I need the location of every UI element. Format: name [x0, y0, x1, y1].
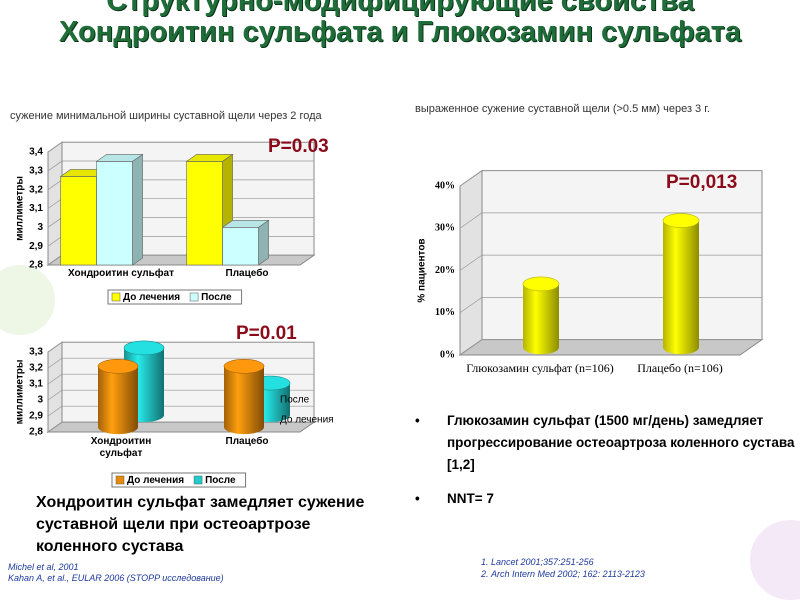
y-tick-label: 40%: [435, 180, 455, 191]
cylinder-top: [522, 276, 560, 292]
grid-line: [459, 212, 762, 229]
bar-front: [222, 227, 259, 266]
chart-subtitle: сужение минимальной ширины суставной щел…: [10, 110, 322, 122]
y-tick-label: 2,8: [29, 427, 43, 438]
bar-front: [96, 161, 133, 266]
grid-line: [47, 357, 314, 369]
y-tick-label: 2,9: [29, 241, 43, 252]
y-tick-label: 0%: [440, 349, 455, 360]
y-tick-label: 30%: [435, 223, 455, 234]
y-tick-label: 3,1: [29, 203, 43, 214]
depth-label: До лечения: [280, 415, 334, 426]
bar: [95, 153, 144, 266]
x-label-box: Хондроитин сульфат: [90, 436, 152, 459]
legend-box: [111, 472, 247, 488]
x-tick-label: Глюкозамин сульфат (n=106): [466, 362, 614, 375]
legend-label: До лечения: [123, 292, 180, 303]
x-tick-label: Плацебо: [225, 268, 269, 279]
cylinder-body: [224, 366, 264, 428]
side-wall: [47, 341, 63, 433]
x-label-box: Плацебо (n=106): [637, 362, 723, 375]
bullets: Глюкозамин сульфат (1500 мг/день) замедл…: [415, 410, 795, 522]
p-value: P=0.01: [236, 323, 297, 344]
x-label-box: Глюкозамин сульфат (n=106): [466, 362, 614, 375]
bullet: NNT= 7: [415, 488, 795, 510]
x-tick-label: Плацебо: [225, 436, 269, 447]
bar: [221, 219, 270, 266]
decor-balloon: [750, 520, 800, 600]
references: Michel et al, 2001 Kahan A, et al., EULA…: [8, 562, 224, 584]
cylinder-top: [223, 358, 265, 374]
reference: Michel et al, 2001: [8, 562, 79, 572]
bullet: Глюкозамин сульфат (1500 мг/день) замедл…: [415, 410, 795, 476]
x-tick-label: Плацебо (n=106): [637, 362, 723, 375]
x-label-box: Хондроитин сульфат: [68, 268, 174, 279]
depth-label: После: [280, 395, 310, 406]
slide-title: Структурно-модифицирующие свойства Хондр…: [59, 0, 741, 48]
cylinder: [223, 358, 265, 435]
y-tick-label: 3,1: [29, 379, 43, 390]
y-axis-label: % пациентов: [417, 238, 428, 302]
reference: Kahan A, et al., EULAR 2006 (STOPP иссле…: [8, 573, 224, 583]
legend-swatch: [115, 475, 125, 485]
y-axis-label: миллиметры: [15, 360, 26, 425]
cylinder-top: [662, 213, 700, 228]
legend-label: До лечения: [127, 475, 184, 486]
cylinder-body: [663, 220, 699, 348]
grid-line: [459, 170, 762, 187]
x-label-box: Плацебо: [225, 268, 269, 279]
legend-swatch: [189, 292, 199, 302]
cylinder-top: [123, 340, 165, 356]
y-tick-label: 3,3: [29, 347, 43, 358]
cylinder-body: [523, 283, 559, 348]
floor: [46, 421, 316, 433]
legend-label: После: [201, 292, 232, 303]
references: Lancet 2001;357:251-256 Arch Intern Med …: [455, 556, 645, 580]
y-tick-label: 3: [37, 395, 43, 406]
y-axis-label: миллиметры: [15, 176, 26, 241]
cylinder-top: [97, 358, 139, 374]
y-tick-label: 20%: [435, 265, 455, 276]
legend-box: [107, 289, 243, 305]
bar-front: [186, 161, 223, 266]
y-tick-label: 3,4: [29, 147, 43, 158]
p-value: P=0,013: [666, 172, 738, 193]
y-tick-label: 2,9: [29, 411, 43, 422]
x-tick-label: Хондроитин сульфат: [68, 268, 174, 279]
reference: Arch Intern Med 2002; 162: 2113-2123: [491, 568, 645, 580]
y-tick-label: 3,3: [29, 165, 43, 176]
y-tick-label: 2,8: [29, 260, 43, 271]
cylinder-body: [98, 366, 138, 428]
x-label-box: Плацебо: [225, 436, 269, 447]
reference: Lancet 2001;357:251-256: [491, 556, 645, 568]
legend-label: После: [205, 475, 236, 486]
floor: [458, 339, 764, 356]
chart-subtitle: выраженное сужение суставной щели (>0.5 …: [415, 103, 710, 115]
bar-side: [258, 219, 269, 266]
bar-front: [60, 176, 97, 266]
conclusion: Хондроитин сульфат замедляет сужение сус…: [36, 494, 365, 555]
y-tick-label: 3: [37, 222, 43, 233]
bar-side: [132, 153, 143, 266]
decor-balloon: [0, 265, 55, 335]
p-value: P=0.03: [268, 136, 329, 157]
grid-line: [47, 341, 314, 353]
y-tick-label: 10%: [435, 307, 455, 318]
legend-swatch: [111, 292, 121, 302]
y-tick-label: 3,2: [29, 363, 43, 374]
cylinder: [522, 276, 560, 355]
y-tick-label: 3,2: [29, 184, 43, 195]
cylinder: [662, 213, 700, 355]
cylinder: [97, 358, 139, 435]
x-tick-label: Хондроитин сульфат: [90, 436, 152, 459]
legend-swatch: [193, 475, 203, 485]
grid-line: [47, 141, 314, 153]
